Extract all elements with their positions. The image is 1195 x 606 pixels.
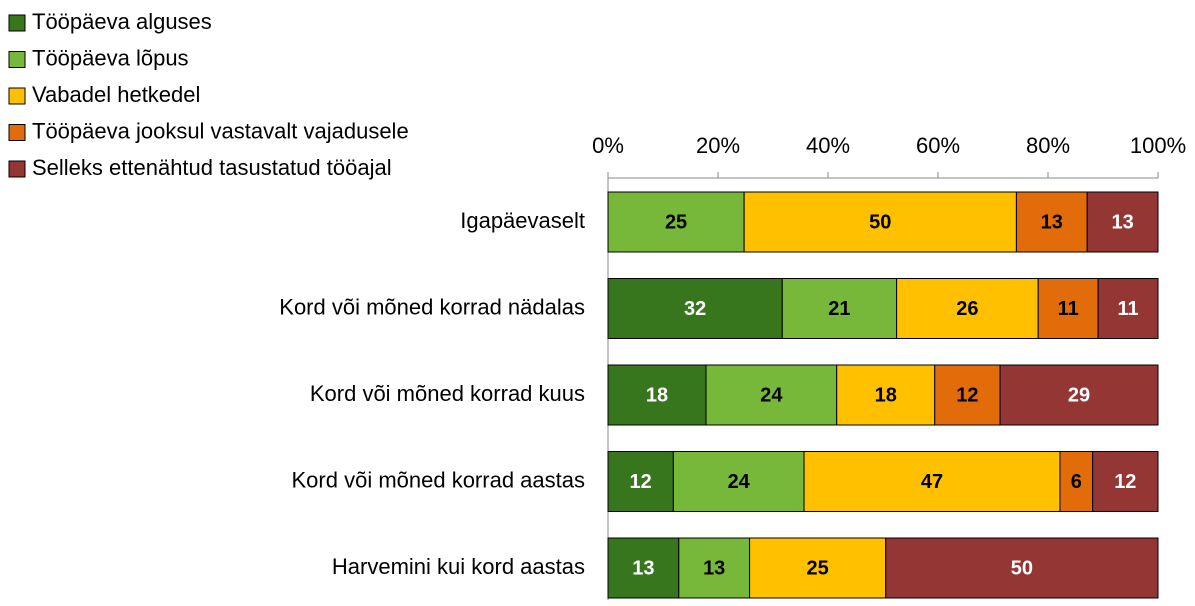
legend-swatch [8,124,26,141]
x-tick-label: 80% [1026,133,1070,158]
category-label: Kord või mõned korrad nädalas [279,294,585,319]
x-tick-label: 40% [806,133,850,158]
data-label: 13 [703,557,725,579]
data-label: 12 [956,384,978,406]
legend-label: Tööpäeva alguses [32,9,212,34]
legend-swatch [8,87,26,105]
bar-segment [803,451,1061,512]
category-label: Kord või mõned korrad aastas [292,467,586,492]
data-label: 32 [684,298,706,320]
bar-segment [836,364,936,426]
legend-swatch [8,160,26,178]
bar-segment [885,537,1159,599]
bar-segment [1092,451,1159,512]
bar-segment [999,364,1159,426]
category-label: Igapäevaselt [460,208,585,233]
data-label: 13 [1111,211,1133,233]
category-label: Kord või mõned korrad kuus [310,381,585,406]
data-label: 11 [1117,298,1138,320]
data-label: 11 [1058,298,1079,320]
bar-segment [607,451,674,512]
x-tick-label: 20% [696,133,740,158]
bar-segment [672,451,805,512]
bar-segment [1037,278,1099,339]
data-label: 24 [760,384,783,406]
data-label: 12 [630,471,652,493]
data-label: 47 [921,471,943,493]
bar-segment [749,537,887,599]
data-label: 6 [1071,471,1082,493]
bar-segment [607,191,745,253]
bar-segment [781,278,898,339]
bar-segment [743,191,1017,253]
category-label: Harvemini kui kord aastas [332,554,585,579]
bar-segment [896,278,1039,339]
legend-label: Tööpäeva jooksul vastavalt vajadusele [32,118,409,143]
bar-segment [1086,191,1159,253]
legend-label: Selleks ettenähtud tasustatud tööajal [32,155,392,180]
legend-swatch [8,51,26,68]
data-label: 50 [869,211,891,233]
legend-label: Tööpäeva lõpus [32,45,189,70]
data-label: 26 [956,298,978,320]
bar-segment [678,537,751,599]
bar-segment [934,364,1001,426]
legend-swatch [8,14,26,32]
x-tick-label: 60% [916,133,960,158]
bar-segment [1097,278,1159,339]
data-label: 25 [807,557,829,579]
data-label: 18 [646,384,668,406]
data-label: 13 [632,557,654,579]
x-tick-label: 0% [592,133,624,158]
data-label: 24 [728,471,751,493]
bar-segment [705,364,838,426]
bar-segment [1059,451,1094,512]
x-tick-label: 100% [1130,133,1186,158]
data-label: 12 [1114,471,1136,493]
data-label: 21 [828,298,850,320]
bar-segment [607,537,680,599]
legend-label: Vabadel hetkedel [32,82,200,107]
data-label: 18 [875,384,897,406]
data-label: 50 [1011,557,1033,579]
data-label: 29 [1068,384,1090,406]
data-label: 13 [1041,211,1063,233]
data-label: 25 [665,211,687,233]
